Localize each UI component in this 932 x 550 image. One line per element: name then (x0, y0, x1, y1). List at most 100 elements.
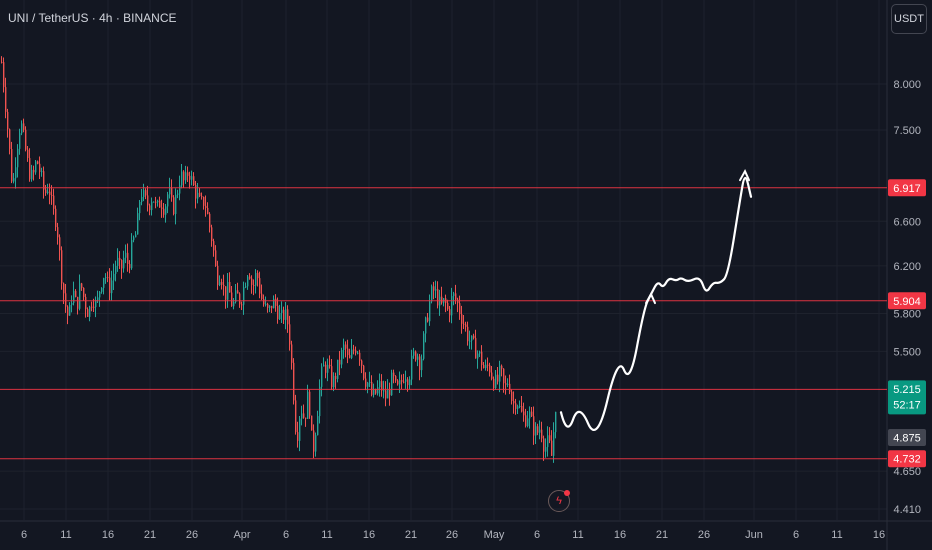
candle-body (301, 413, 303, 419)
candle-body (135, 234, 137, 238)
candle-body (533, 416, 535, 436)
candle-body (263, 298, 265, 305)
x-tick-label: 11 (831, 529, 842, 541)
candle (307, 384, 309, 419)
candle-body (523, 411, 525, 416)
candle-body (245, 286, 247, 288)
candle (237, 282, 239, 294)
candle (361, 359, 363, 374)
candle-body (353, 349, 355, 351)
symbol-title: UNI / TetherUS · 4h · BINANCE (8, 11, 177, 25)
candle (353, 344, 355, 355)
candle (217, 260, 219, 290)
candle-body (275, 298, 277, 306)
candle (321, 363, 323, 397)
candle-body (437, 289, 439, 306)
candle (37, 160, 39, 165)
candle-body (175, 194, 177, 214)
candle (73, 281, 75, 306)
candle-body (419, 356, 421, 371)
candle-body (307, 391, 309, 419)
candle (443, 298, 445, 307)
candle-body (499, 365, 501, 382)
candle (223, 274, 225, 296)
candle-body (379, 381, 381, 388)
candle (173, 195, 175, 216)
currency-button[interactable]: USDT (891, 4, 927, 34)
candle-body (547, 435, 549, 448)
candle-body (225, 286, 227, 300)
candle-body (115, 265, 117, 274)
candle (139, 199, 141, 221)
y-tick-label: 5.800 (893, 308, 921, 320)
candle (327, 358, 329, 382)
candle (501, 364, 503, 377)
candle (227, 272, 229, 308)
candle (253, 279, 255, 296)
candle (111, 270, 113, 301)
candle (445, 294, 447, 313)
candle-body (1, 62, 3, 64)
candle-body (145, 190, 147, 196)
candle-body (137, 213, 139, 235)
candlestick-series (1, 56, 557, 463)
x-tick-label: Apr (233, 529, 250, 541)
candle (113, 263, 115, 290)
candle (85, 293, 87, 318)
candle-body (47, 191, 49, 194)
candle (287, 305, 289, 333)
y-tick-label: 4.650 (893, 466, 921, 478)
candle (275, 294, 277, 312)
candle (61, 246, 63, 290)
candle-body (185, 172, 187, 181)
candle (485, 359, 487, 371)
candle (459, 295, 461, 320)
candle-body (429, 301, 431, 322)
candle (477, 350, 479, 369)
candle-body (511, 391, 513, 401)
candle (187, 166, 189, 182)
candle (11, 141, 13, 184)
candle-body (517, 406, 519, 409)
candle (475, 329, 477, 359)
candle-body (67, 306, 69, 316)
candle (431, 284, 433, 304)
candle (437, 281, 439, 309)
candle (481, 345, 483, 371)
candle (281, 301, 283, 324)
candle (335, 372, 337, 389)
candle-body (5, 87, 7, 112)
candle-body (387, 389, 389, 399)
candle-body (385, 390, 387, 399)
candle (347, 339, 349, 364)
candle-body (251, 278, 253, 285)
x-tick-label: 16 (363, 529, 375, 541)
candle-body (197, 192, 199, 199)
lightning-bolt-icon[interactable]: ϟ (548, 490, 570, 512)
candle-body (129, 264, 131, 269)
candle (55, 205, 57, 231)
candle-body (551, 440, 553, 456)
candle (387, 379, 389, 399)
x-tick-label: 26 (186, 529, 198, 541)
candle (283, 306, 285, 325)
y-tick-label: 7.500 (893, 125, 921, 137)
candle-body (259, 278, 261, 294)
candle-body (425, 317, 427, 334)
candle (499, 360, 501, 393)
y-tick-label: 6.200 (893, 261, 921, 273)
candle (195, 180, 197, 209)
candle-body (95, 300, 97, 308)
candle (317, 410, 319, 436)
candle (213, 238, 215, 257)
candle (331, 358, 333, 391)
price-label-bg (888, 380, 926, 415)
candle-body (369, 381, 371, 383)
candle (311, 415, 313, 431)
price-label-current: 5.215 52:17 (888, 380, 926, 415)
candle-body (35, 161, 37, 173)
x-tick-label: 6 (283, 529, 289, 541)
candle-body (407, 379, 409, 386)
candle-body (381, 381, 383, 391)
